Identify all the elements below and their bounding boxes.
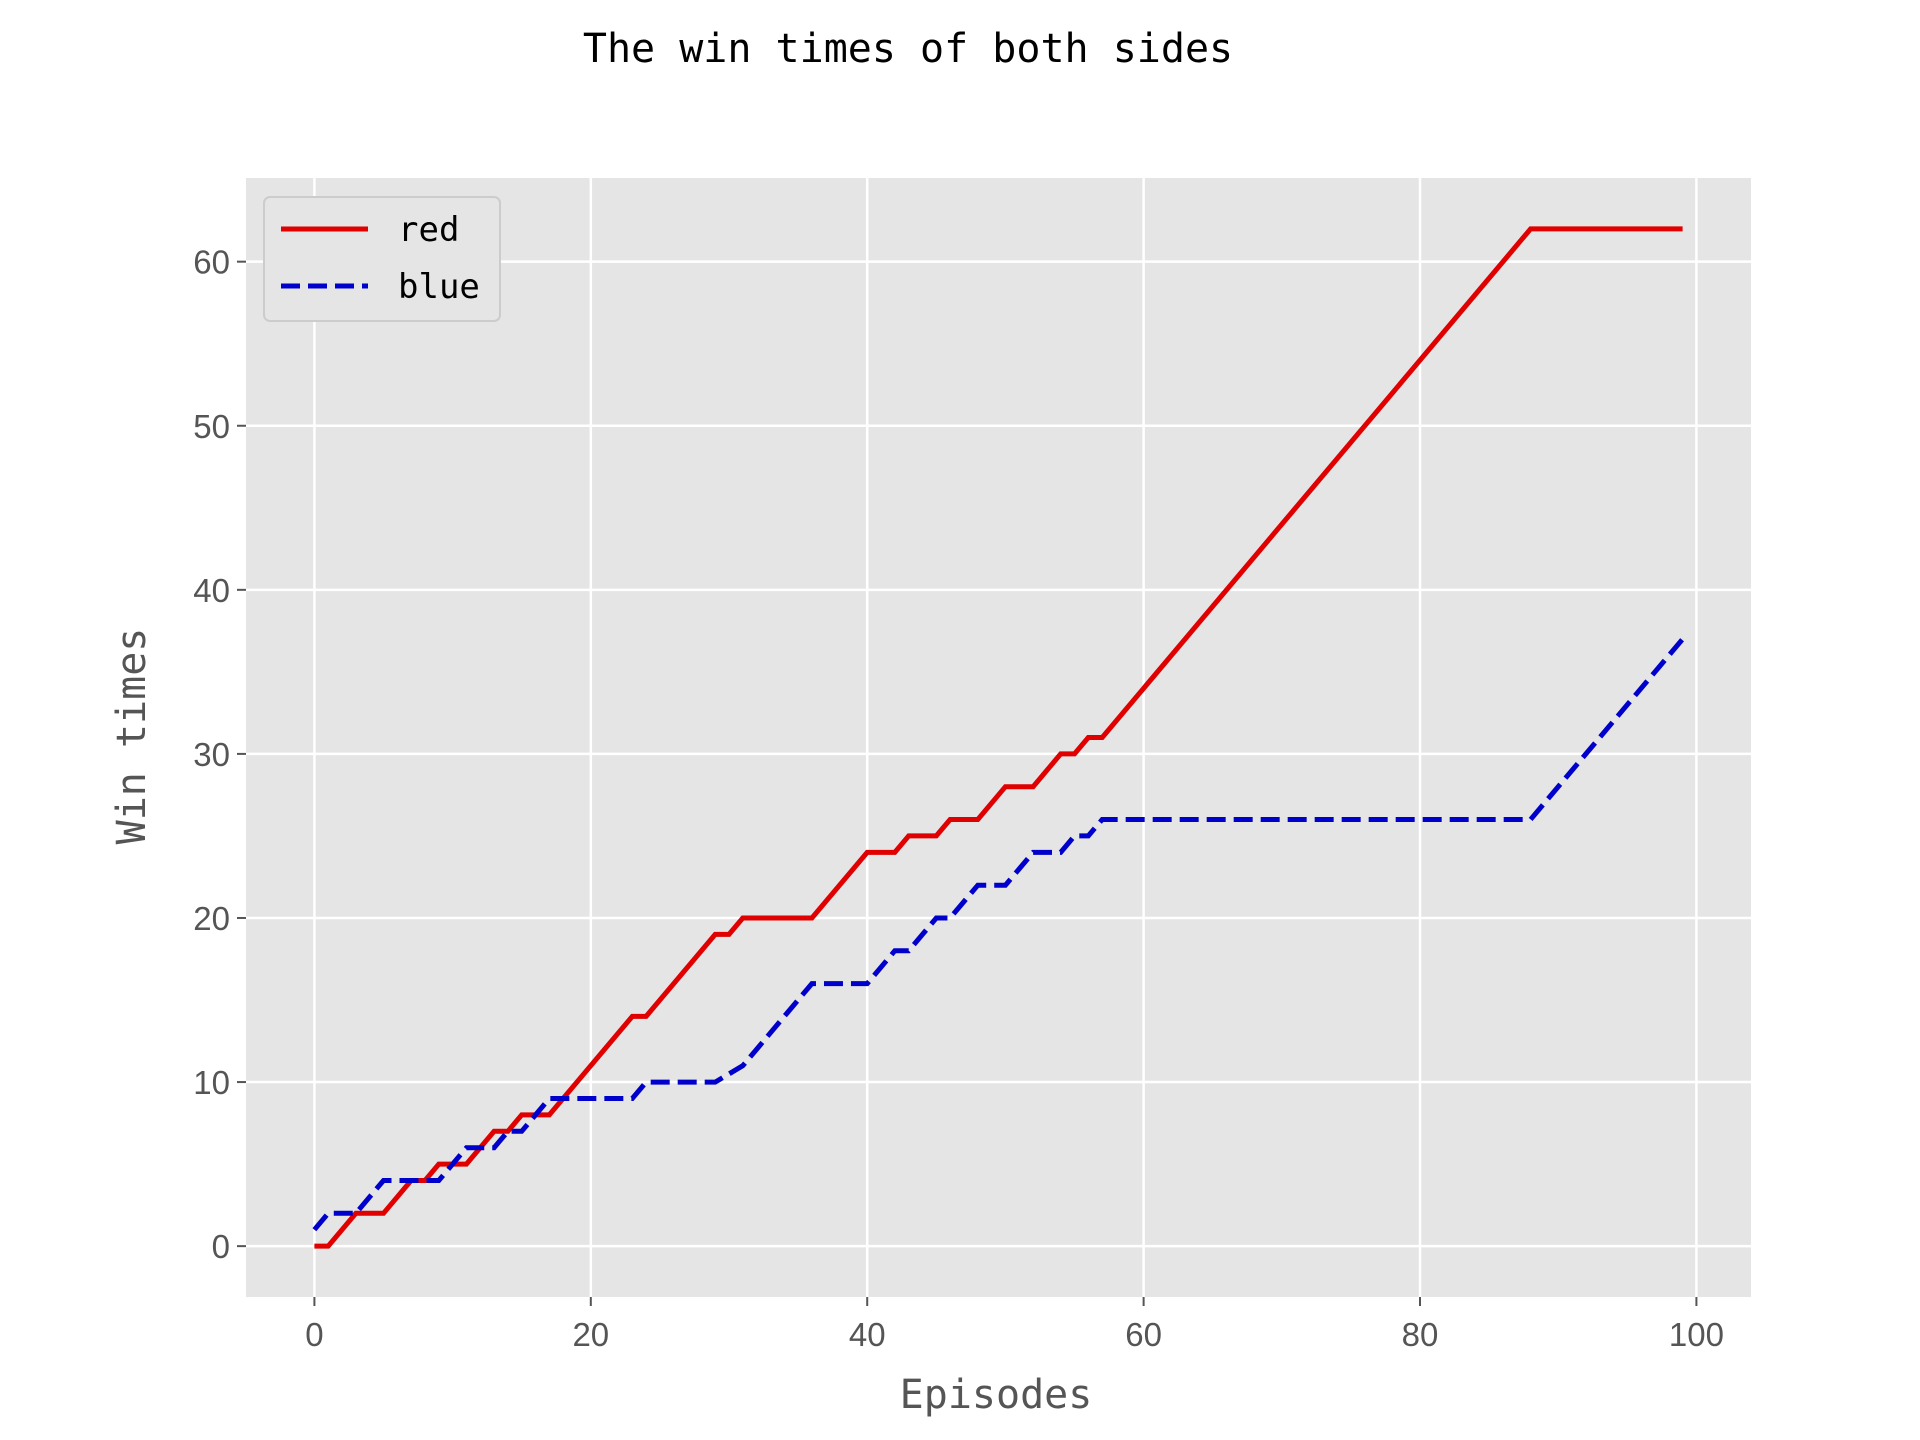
chart-title: The win times of both sides <box>583 26 1233 72</box>
legend: red blue <box>263 196 501 322</box>
y-axis-ticks: 0 10 20 30 40 50 60 <box>193 244 246 1265</box>
x-tick-label: 100 <box>1669 1316 1724 1353</box>
y-axis-label: Win times <box>109 628 155 845</box>
y-tick-label: 50 <box>193 408 230 445</box>
x-tick-label: 60 <box>1125 1316 1162 1353</box>
x-axis-ticks: 0 20 40 60 80 100 <box>305 1297 1724 1353</box>
series-line-blue <box>312 637 1685 1232</box>
x-axis-label: Episodes <box>900 1372 1093 1418</box>
x-tick-label: 20 <box>572 1316 609 1353</box>
y-tick-label: 10 <box>193 1064 230 1101</box>
series-lines <box>312 226 1685 1249</box>
plot-area <box>246 178 1751 1297</box>
y-tick-label: 60 <box>193 244 230 281</box>
y-tick-label: 30 <box>193 736 230 773</box>
x-tick-label: 80 <box>1402 1316 1439 1353</box>
x-tick-label: 0 <box>305 1316 323 1353</box>
legend-label-blue: blue <box>398 267 480 307</box>
legend-label-red: red <box>398 210 459 250</box>
y-tick-label: 40 <box>193 572 230 609</box>
x-tick-label: 40 <box>849 1316 886 1353</box>
series-line-red <box>314 226 1683 1249</box>
y-tick-label: 20 <box>193 900 230 937</box>
y-tick-label: 0 <box>212 1228 230 1265</box>
